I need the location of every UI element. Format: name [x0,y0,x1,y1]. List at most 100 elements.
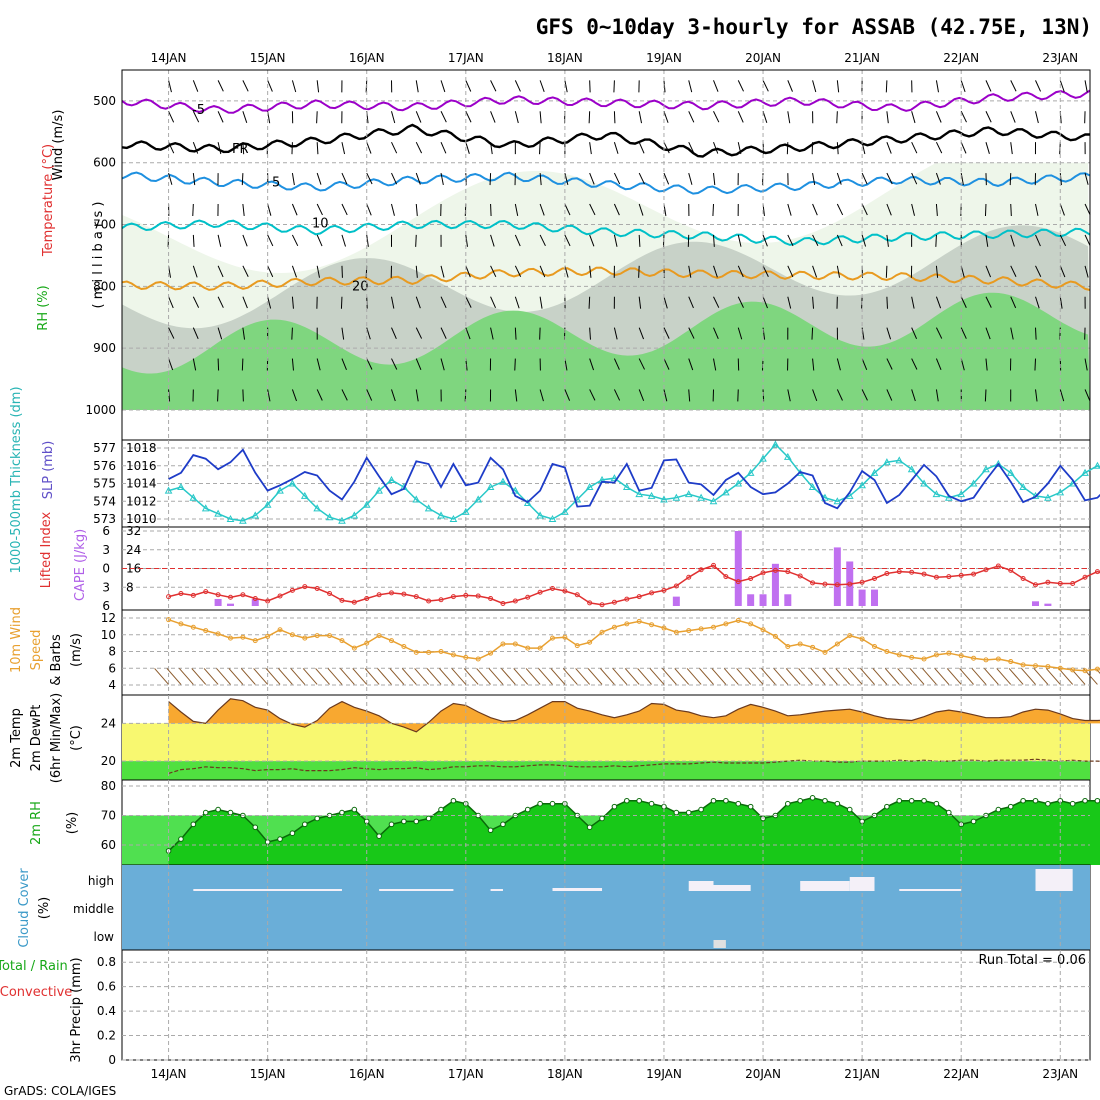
cape-bar [833,547,841,606]
surface-wind-barb [451,668,467,685]
slp-tick-label: 1018 [126,441,157,455]
thickness-point [1044,493,1052,501]
high-cloud-bar [899,889,962,891]
rh-point [289,830,296,837]
rh-point [178,836,184,842]
cape-bar [214,598,222,606]
rh-point [624,797,630,804]
upper-wind-barb [564,265,569,278]
rh-point [1007,803,1014,810]
upper-wind-barb [242,234,248,247]
upper-wind-barb [812,173,816,186]
upper-wind-barb [1035,80,1042,92]
wind-speed-point [339,638,345,644]
thickness-point [1019,483,1027,491]
rh-point [822,797,828,804]
thickness-tick-label: 575 [93,477,116,491]
lifted-index-point [983,567,989,573]
thickness-point [808,483,817,491]
ylabel-speed: Speed [29,630,44,671]
surface-wind-barb [996,668,1012,685]
cape-bar [1032,601,1040,606]
top-date-label: 16JAN [349,51,385,65]
upper-wind-barb [391,296,395,309]
upper-wind-barb [638,203,644,216]
contour-label: FR [232,142,249,157]
upper-wind-barb [465,142,470,154]
lifted-index-point [488,596,494,601]
upper-wind-barb [1010,203,1012,217]
lifted-index-point [611,599,617,605]
precip-tick-label: 0 [108,1053,116,1067]
precip-panel: 0 0.2 0.4 0.6 0.8 Run Total = 0.06 Total / Rai… [0,949,1091,1081]
upper-wind-barb [713,265,718,278]
upper-wind-barb [564,80,568,93]
lifted-index-point [265,598,271,604]
thickness-point [313,504,322,512]
thickness-point [449,514,458,522]
temp-fill [168,698,1100,732]
surface-wind-barb [315,668,330,685]
lifted-index-point [1008,567,1014,573]
top-date-label: 19JAN [646,51,682,65]
lifted-index-point [649,590,655,596]
upper-wind-barb [1084,234,1091,247]
lifted-index-point [810,580,816,586]
upper-wind-barb [737,80,744,92]
upper-wind-barb [440,358,445,371]
lifted-index-point [512,598,518,604]
upper-wind-barb [935,111,942,123]
thickness-point [858,481,866,489]
wind-speed-point [549,635,555,641]
wind-speed-point [1057,665,1063,671]
surface-wind-barb [327,668,343,685]
upper-tick-label: 700 [93,218,116,232]
upper-wind-barb [638,141,645,154]
wind-speed-point [537,645,543,651]
upper-wind-barb [192,327,199,340]
surface-wind-barb [525,668,541,685]
cape-bar [759,594,767,606]
upper-wind-barb [291,358,294,371]
wind-tick-label: 8 [108,645,116,659]
li-tick-label: 6 [102,599,110,613]
dewpoint-line [168,758,1100,774]
upper-wind-barb [564,389,571,401]
rh-point [487,827,494,834]
li-tick-label: 6 [102,524,110,538]
upper-wind-barb [316,203,323,216]
lifted-index-point [178,591,184,596]
rh-point [723,797,729,804]
thickness-point [548,514,557,522]
surface-wind-barb [488,668,504,685]
bottom-date-label: 14JAN [151,1067,187,1081]
upper-wind-barb [762,234,768,247]
upper-wind-barb [787,296,792,309]
lifted-index-point [227,594,233,600]
upper-wind-barb [1084,203,1091,216]
rh-point [946,809,952,816]
upper-wind-barb [886,327,892,340]
upper-wind-barb [960,111,967,123]
upper-wind-barb [391,111,396,124]
upper-wind-barb [1084,389,1091,401]
upper-wind-barb [663,389,668,402]
upper-wind-barb [291,389,297,402]
wind-speed-point [574,643,580,649]
rh-point [413,818,420,825]
upper-wind-barb [242,265,249,277]
rh-point [908,797,915,804]
upper-wind-barb [267,80,273,92]
thickness-point [523,498,532,507]
upper-wind-barb [490,234,495,247]
upper-tick-label: 1000 [85,403,116,417]
thickness-point [164,486,173,494]
wind-speed-point [500,641,506,647]
upper-wind-barb [589,203,596,216]
surface-wind-barb [736,668,752,685]
wind-speed-point [252,638,258,644]
thickness-point [189,493,198,501]
wind-tick-label: 6 [108,661,116,675]
surface-wind-barb [748,668,764,685]
dewpoint-band [122,761,1090,780]
